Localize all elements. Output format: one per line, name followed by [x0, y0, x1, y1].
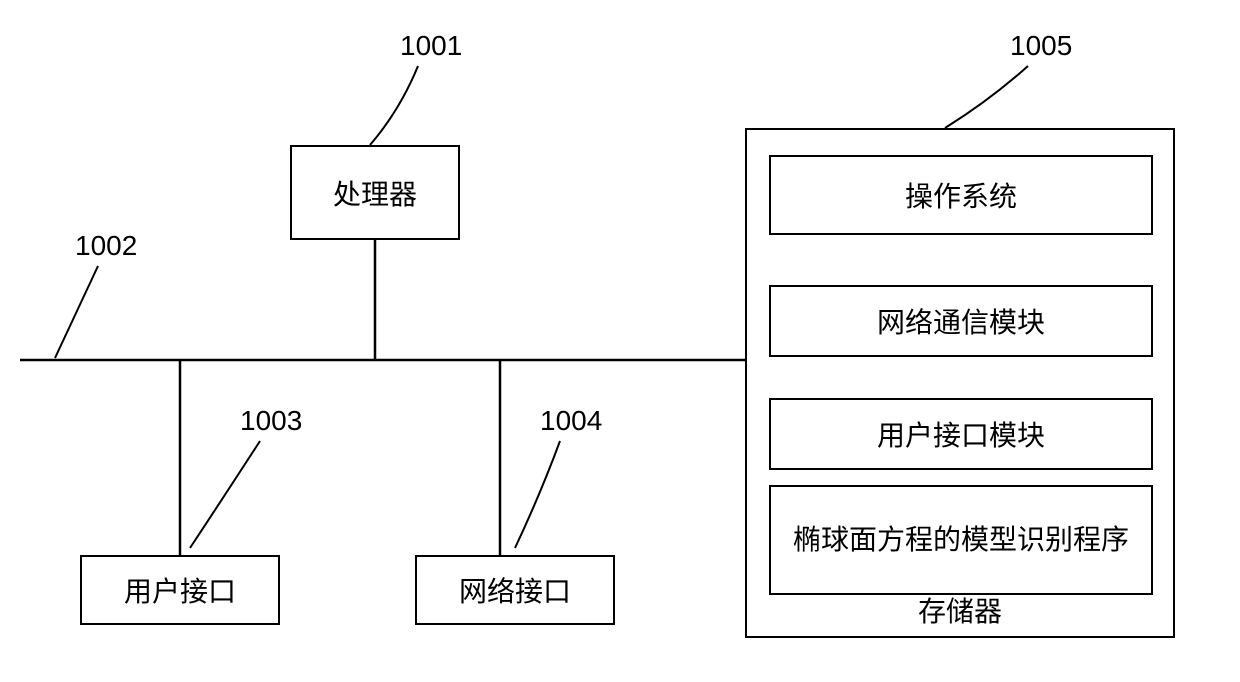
user-interface-box: 用户接口 [80, 555, 280, 625]
leader-1003 [190, 441, 260, 548]
storage-item-userif: 用户接口模块 [769, 398, 1153, 470]
system-architecture-diagram: 1001 1002 1003 1004 1005 处理器 用户接口 网络接口 操… [0, 0, 1240, 682]
storage-item-userif-label: 用户接口模块 [877, 414, 1045, 454]
storage-item-netcomm-label: 网络通信模块 [877, 301, 1045, 341]
storage-item-program: 椭球面方程的模型识别程序 [769, 485, 1153, 595]
storage-item-os-label: 操作系统 [905, 175, 1017, 215]
storage-item-netcomm: 网络通信模块 [769, 285, 1153, 357]
storage-box: 操作系统 网络通信模块 用户接口模块 椭球面方程的模型识别程序 存储器 [745, 128, 1175, 638]
processor-label: 处理器 [333, 173, 417, 213]
storage-item-os: 操作系统 [769, 155, 1153, 235]
ref-label-1001: 1001 [400, 30, 462, 62]
user-interface-label: 用户接口 [124, 570, 236, 610]
network-interface-label: 网络接口 [459, 570, 571, 610]
leader-1001 [370, 66, 418, 145]
ref-label-1003: 1003 [240, 405, 302, 437]
ref-label-1004: 1004 [540, 405, 602, 437]
network-interface-box: 网络接口 [415, 555, 615, 625]
ref-label-1005: 1005 [1010, 30, 1072, 62]
processor-box: 处理器 [290, 145, 460, 240]
leader-1004 [515, 441, 560, 548]
storage-item-program-label: 椭球面方程的模型识别程序 [793, 522, 1129, 558]
ref-label-1002: 1002 [75, 230, 137, 262]
leader-1002 [55, 266, 98, 358]
storage-label: 存储器 [747, 590, 1173, 630]
leader-1005 [945, 66, 1028, 128]
